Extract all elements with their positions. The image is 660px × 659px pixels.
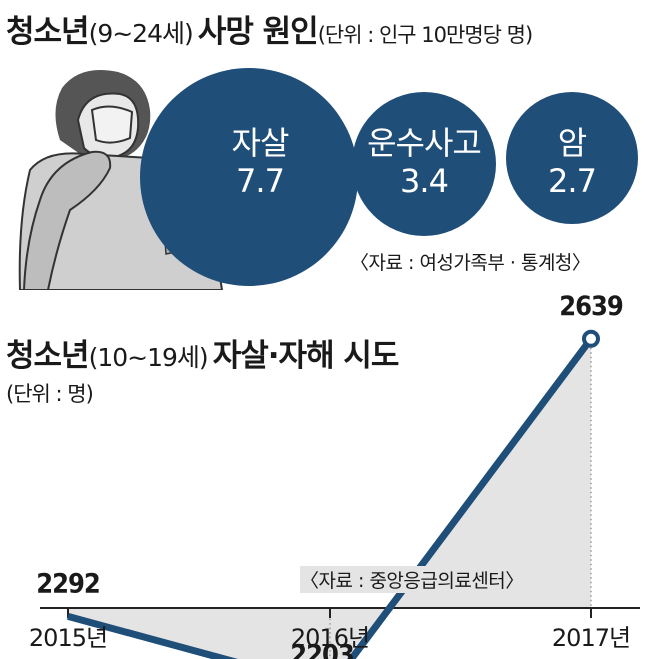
cause-label: 암 (557, 124, 587, 162)
attempt-title-rest: 자살·자해 시도 (212, 338, 400, 374)
attempt-title-main: 청소년 (6, 338, 90, 374)
data-label: 2292 (36, 568, 100, 599)
cause-circle-cancer (506, 92, 638, 224)
cause-label: 자살 (231, 124, 290, 162)
attempt-unit: (단위 : 명) (6, 382, 94, 406)
cause-title-main: 청소년 (6, 14, 90, 50)
series-line (67, 336, 594, 659)
attempt-source: 〈자료 : 중앙응급의료센터〉 (300, 566, 524, 593)
x-tick-label: 2017년 (552, 624, 630, 652)
cause-circle-traffic (352, 92, 496, 236)
cause-source: 〈자료 : 여성가족부 · 통계청〉 (350, 252, 591, 274)
cause-item-cancer: 암 2.7 (506, 124, 638, 200)
data-label: 2203 (290, 640, 354, 659)
cause-value: 3.4 (400, 162, 449, 200)
cause-title-age: (9~24세) (88, 19, 194, 48)
data-label: 2639 (559, 291, 623, 322)
cause-value: 2.7 (548, 162, 597, 200)
cause-item-suicide: 자살 7.7 (190, 124, 330, 200)
cause-title-rest: 사망 원인 (197, 14, 319, 50)
x-tick-label: 2016년 (291, 624, 369, 652)
x-tick-label: 2015년 (29, 624, 107, 652)
data-point (582, 329, 600, 348)
attempt-title-age: (10~19세) (88, 343, 209, 372)
cause-circle-suicide (140, 68, 358, 286)
cause-unit: (단위 : 인구 10만명당 명) (317, 23, 533, 47)
cause-item-traffic: 운수사고 3.4 (352, 124, 496, 200)
attempt-title: 청소년(10~19세) 자살·자해 시도 (6, 330, 400, 375)
cause-label: 운수사고 (367, 124, 482, 162)
cause-value: 7.7 (236, 162, 285, 200)
cause-title: 청소년(9~24세) 사망 원인(단위 : 인구 10만명당 명) (6, 6, 533, 51)
